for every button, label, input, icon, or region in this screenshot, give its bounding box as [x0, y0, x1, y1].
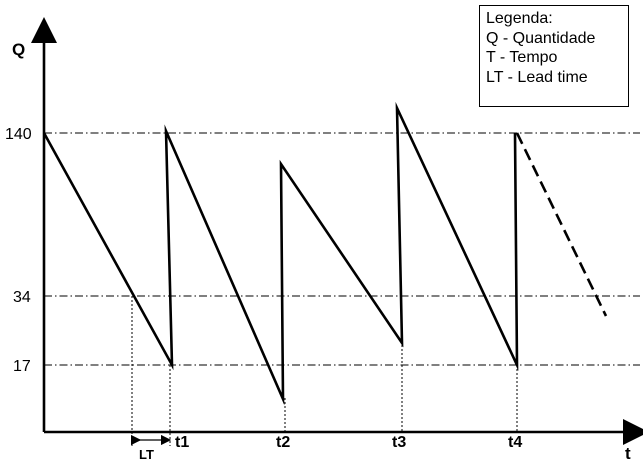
y-axis-label: Q: [12, 40, 25, 59]
legend-box: Legenda: Q - Quantidade T - Tempo LT - L…: [479, 5, 629, 107]
legend-item-q: Q - Quantidade: [486, 29, 596, 47]
inventory-curve-main: [42, 101, 519, 406]
x-tick-t1: t1: [175, 434, 189, 451]
x-tick-t2: t2: [276, 434, 290, 451]
y-tick-140: 140: [5, 126, 32, 143]
x-tick-t3: t3: [392, 434, 406, 451]
x-axis-label: t: [625, 444, 631, 462]
y-tick-34: 34: [13, 289, 31, 306]
legend-title: Legenda:: [486, 10, 553, 27]
y-tick-17: 17: [13, 358, 31, 375]
lead-time-label: LT: [139, 447, 154, 462]
legend-item-lt: LT - Lead time: [486, 68, 588, 86]
x-tick-t4: t4: [508, 434, 522, 451]
legend-item-t: T - Tempo: [486, 49, 558, 66]
projected-consumption-line: [515, 132, 608, 317]
